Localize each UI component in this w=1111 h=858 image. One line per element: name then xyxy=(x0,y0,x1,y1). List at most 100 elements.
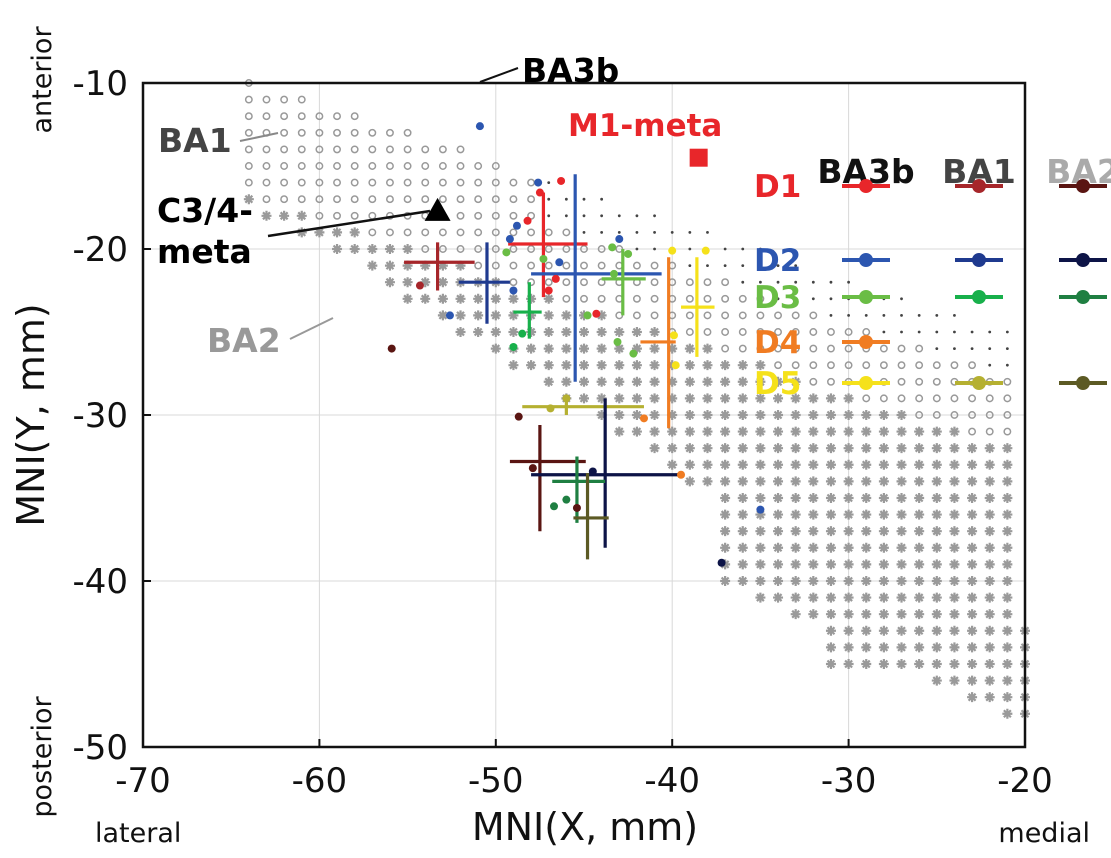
ba2-grid-point xyxy=(984,592,995,603)
ba2-grid-point xyxy=(773,393,784,404)
ba2-annotation-line xyxy=(289,317,334,340)
ba1-grid-point xyxy=(491,211,500,220)
ba1-grid-point xyxy=(774,311,782,320)
legend-swatch-dot xyxy=(859,179,873,193)
ba2-grid-point xyxy=(596,310,607,321)
ba1-grid-point xyxy=(474,245,483,253)
ba2-grid-point xyxy=(967,625,978,636)
ba2-grid-point xyxy=(773,409,784,420)
ba3b-grid-point xyxy=(670,230,674,234)
ba2-grid-point xyxy=(526,310,537,321)
ba3b-grid-point xyxy=(759,264,762,267)
ba2-grid-point xyxy=(967,675,978,686)
ba1-grid-point xyxy=(386,128,394,137)
ba2-grid-point xyxy=(1002,575,1013,586)
ba2-grid-point xyxy=(790,376,801,387)
ba1-grid-point xyxy=(562,294,571,303)
ba2-grid-point xyxy=(878,592,889,603)
data-point xyxy=(509,286,518,295)
data-point-layer xyxy=(387,122,765,567)
ba2-grid-point xyxy=(473,293,484,304)
ba1-grid-point xyxy=(386,228,394,237)
ba2-grid-point xyxy=(967,459,978,470)
ba2-grid-point xyxy=(543,293,554,304)
ba2-grid-point xyxy=(790,443,801,454)
ba2-grid-point xyxy=(508,326,519,337)
ba2-grid-point xyxy=(861,559,872,570)
legend-swatch-dot xyxy=(972,290,986,304)
ba1-grid-point xyxy=(350,145,359,154)
ba1-grid-point xyxy=(615,245,624,253)
legend-row-label: D3 xyxy=(754,280,801,316)
ba2-grid-point xyxy=(755,592,766,603)
ba3b-grid-point xyxy=(917,313,921,317)
ba2-grid-point xyxy=(790,526,801,537)
ba2-grid-point xyxy=(931,675,942,686)
ba2-grid-point xyxy=(508,360,519,371)
ba2-grid-point xyxy=(755,443,766,454)
ba1-grid-point xyxy=(297,128,306,137)
ba1-grid-point xyxy=(456,245,465,253)
ba1-grid-point xyxy=(721,311,730,320)
ba2-grid-point xyxy=(614,426,625,437)
ba2-grid-point xyxy=(790,492,801,503)
ba1-grid-point xyxy=(333,128,341,137)
ba3b-grid-point xyxy=(900,297,903,301)
ba3b-grid-point xyxy=(723,247,727,251)
ba1-grid-point xyxy=(650,261,659,270)
ba3b-grid-point xyxy=(776,264,780,267)
data-point xyxy=(668,246,677,255)
data-point xyxy=(588,467,597,476)
ba2-grid-point xyxy=(861,542,872,553)
ba2-grid-point xyxy=(790,476,801,487)
ba2-grid-point xyxy=(843,492,854,503)
ba2-grid-point xyxy=(861,459,872,470)
ba2-grid-point xyxy=(984,625,995,636)
ba3b-grid-point xyxy=(759,280,762,284)
ba2-grid-point xyxy=(896,426,907,437)
ba1-grid-point xyxy=(386,178,394,187)
ba2-grid-point xyxy=(649,376,660,387)
ba2-grid-point xyxy=(878,459,889,470)
ba2-grid-point xyxy=(720,526,731,537)
ba1-grid-point xyxy=(421,245,430,253)
ba2-grid-point xyxy=(984,443,995,454)
ba1-grid-point xyxy=(244,162,253,170)
ba2-grid-point xyxy=(755,476,766,487)
ba2-grid-point xyxy=(614,326,625,337)
ba2-grid-point xyxy=(790,509,801,520)
crosshair-ba2-d3 xyxy=(552,456,606,523)
ba1-grid-point xyxy=(703,328,712,336)
ba1-grid-point xyxy=(580,294,588,303)
ba1-grid-point xyxy=(368,178,377,187)
ba2-grid-point xyxy=(420,293,431,304)
ba3b-grid-point xyxy=(1005,330,1009,334)
ba3b-grid-point xyxy=(741,264,745,267)
data-point xyxy=(523,216,532,225)
ba1-grid-point xyxy=(562,228,571,237)
ba1-grid-point xyxy=(844,361,853,370)
ba2-grid-point xyxy=(808,609,819,620)
ba2-grid-point xyxy=(878,642,889,653)
ba2-grid-point xyxy=(1002,658,1013,669)
ba1-grid-point xyxy=(844,344,853,353)
ba2-grid-point xyxy=(420,260,431,271)
ba2-grid-point xyxy=(843,609,854,620)
ba2-grid-point xyxy=(843,443,854,454)
ba1-grid-point xyxy=(827,344,835,353)
ba1-grid-point xyxy=(350,178,359,187)
ba1-grid-point xyxy=(350,211,359,220)
ba2-grid-point xyxy=(755,426,766,437)
ba2-grid-point xyxy=(1002,443,1013,454)
ba2-grid-point xyxy=(949,609,960,620)
ba2-grid-point xyxy=(296,227,307,238)
ba2-grid-point xyxy=(579,326,589,337)
y-tick-label: -40 xyxy=(72,562,128,602)
ba2-grid-point xyxy=(508,293,519,304)
ba1-grid-point xyxy=(862,361,871,370)
ba1-grid-point xyxy=(879,344,888,353)
ba2-grid-point xyxy=(737,459,748,470)
ba2-grid-point xyxy=(332,243,343,254)
ba1-grid-point xyxy=(915,344,924,353)
